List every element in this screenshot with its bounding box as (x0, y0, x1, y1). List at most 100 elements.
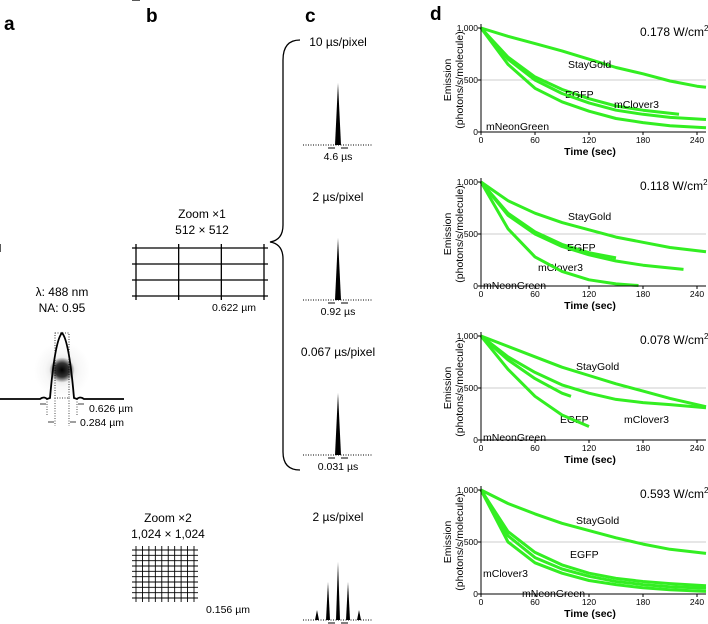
x-tick-label: 120 (582, 135, 596, 145)
spike (336, 562, 340, 620)
series-label-StayGold: StayGold (576, 361, 619, 373)
x-tick-label: 180 (636, 135, 650, 145)
series-mNeonGreen (479, 181, 639, 287)
x-axis-title: Time (sec) (564, 300, 616, 312)
series-EGFP (479, 26, 680, 116)
na-label: NA: 0.95 (39, 301, 86, 315)
x-tick-label: 120 (582, 289, 596, 299)
x-tick-label: 0 (479, 135, 484, 145)
spike (357, 610, 361, 620)
spike (315, 610, 319, 620)
fwhm-inner-label: 0.284 µm (80, 417, 124, 429)
series-label-StayGold: StayGold (568, 59, 611, 71)
y-tick-label: 500 (464, 229, 478, 239)
irradiance-title: 0.078 W/cm2 (640, 332, 708, 347)
x-tick-label: 240 (690, 597, 704, 607)
irradiance-title: 0.178 W/cm2 (640, 24, 708, 39)
x-tick-label: 180 (636, 597, 650, 607)
y-tick-label: 0 (473, 435, 478, 445)
irradiance-title: 0.593 W/cm2 (640, 486, 708, 501)
x-tick-label: 0 (479, 289, 484, 299)
y-tick-label: 500 (464, 383, 478, 393)
emission-chart-3: StayGoldmClover3EGFPmNeonGreen1,00050000… (442, 331, 708, 466)
x-tick-label: 0 (479, 443, 484, 453)
y-axis-subtitle: (photons/s/molecule) (454, 493, 466, 590)
series-mNeonGreen (479, 27, 707, 130)
spike (346, 582, 350, 620)
y-axis-title: Emission (442, 59, 454, 102)
series-mNeonGreen (479, 335, 590, 428)
series-mClover3 (479, 181, 684, 271)
series-label-StayGold: StayGold (576, 515, 619, 527)
series-StayGold (480, 488, 707, 555)
series-StayGold (480, 180, 707, 254)
panel-letter-d: d (430, 4, 442, 25)
pulse-width-label: 0.031 µs (318, 461, 359, 473)
spike (326, 582, 330, 620)
y-tick-label: 0 (473, 589, 478, 599)
emission-chart-1: StayGoldEGFPmClover3mNeonGreen1,00050000… (442, 23, 708, 158)
airy-disk (34, 342, 90, 398)
y-tick-label: 500 (464, 537, 478, 547)
superscript: 2 (704, 24, 708, 33)
series-label-mClover3: mClover3 (483, 568, 528, 580)
x-tick-label: 240 (690, 289, 704, 299)
brace (269, 39, 301, 471)
emission-chart-2: StayGoldEGFPmClover3mNeonGreen1,00050000… (442, 177, 708, 312)
x-tick-label: 240 (690, 443, 704, 453)
y-tick-label: 1,000 (457, 485, 479, 495)
pulse-width-label: 4.6 µs (324, 151, 353, 163)
zoom2-spacing: 0.156 µm (206, 604, 250, 616)
zoom1-spacing: 0.622 µm (212, 302, 256, 314)
series-EGFP (479, 489, 707, 588)
series-label-mNeonGreen: mNeonGreen (483, 432, 546, 444)
y-tick-label: 500 (464, 75, 478, 85)
y-axis-subtitle: (photons/s/molecule) (454, 339, 466, 436)
x-tick-label: 120 (582, 597, 596, 607)
y-axis-title: Emission (442, 367, 454, 410)
x-tick-label: 180 (636, 443, 650, 453)
x-tick-label: 180 (636, 289, 650, 299)
wavelength-label: λ: 488 nm (36, 285, 89, 299)
zoom1-size: 512 × 512 (175, 223, 229, 237)
series-StayGold (480, 26, 707, 89)
scan-rate-label: 0.067 µs/pixel (301, 345, 375, 359)
spike (335, 83, 341, 145)
y-tick-label: 0 (473, 281, 478, 291)
superscript: 2 (703, 178, 708, 187)
x-axis-title: Time (sec) (564, 146, 616, 158)
y-axis-subtitle: (photons/s/molecule) (454, 185, 466, 282)
x-tick-label: 60 (530, 443, 540, 453)
x-tick-label: 60 (530, 597, 540, 607)
x-tick-label: 60 (530, 135, 540, 145)
psf-profile (0, 331, 124, 426)
series-label-EGFP: EGFP (570, 549, 599, 561)
spike (335, 238, 341, 300)
scan-grid-zoom1 (0, 0, 268, 300)
series-EGFP (480, 334, 572, 398)
x-axis-title: Time (sec) (564, 454, 616, 466)
series-label-mNeonGreen: mNeonGreen (486, 121, 549, 133)
fwhm-outer-label: 0.626 µm (89, 403, 133, 415)
series-label-mClover3: mClover3 (624, 414, 669, 426)
series-mClover3 (479, 489, 707, 590)
spike (335, 393, 341, 455)
x-tick-label: 240 (690, 135, 704, 145)
y-axis-title: Emission (442, 213, 454, 256)
y-tick-label: 1,000 (457, 331, 479, 341)
irradiance-title: 0.118 W/cm2 (640, 178, 708, 193)
superscript: 2 (704, 486, 708, 495)
scan-grid-zoom2 (132, 546, 198, 602)
panel-letter-a: a (4, 14, 15, 35)
series-label-mClover3: mClover3 (614, 99, 659, 111)
y-tick-label: 1,000 (457, 23, 479, 33)
x-tick-label: 0 (479, 597, 484, 607)
panel-letter-c: c (305, 6, 316, 27)
scan-rate-label: 2 µs/pixel (313, 510, 364, 524)
panel-letter-b: b (146, 6, 158, 27)
zoom2-size: 1,024 × 1,024 (131, 527, 205, 541)
emission-chart-4: StayGoldEGFPmClover3mNeonGreen1,00050000… (442, 485, 708, 620)
scan-rate-label: 10 µs/pixel (309, 35, 367, 49)
x-tick-label: 120 (582, 443, 596, 453)
